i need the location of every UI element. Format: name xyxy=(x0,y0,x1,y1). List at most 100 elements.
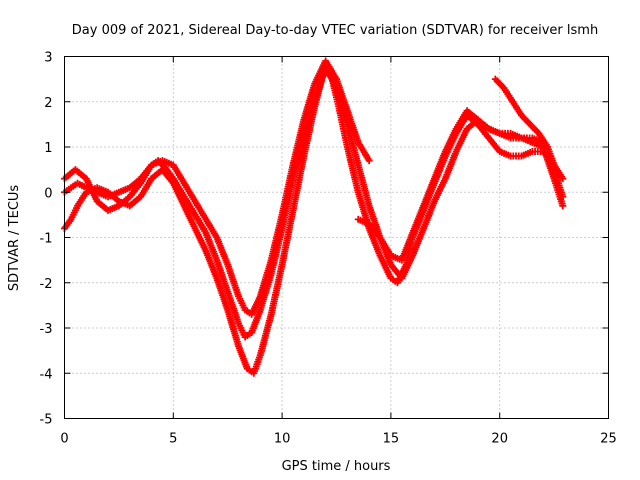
data-trace-segment xyxy=(409,204,427,235)
data-trace-segment xyxy=(289,154,307,212)
y-tick-label: -5 xyxy=(40,413,53,428)
data-trace-segment xyxy=(420,177,438,208)
data-trace-segment xyxy=(409,227,427,258)
data-trace-segment xyxy=(389,276,399,285)
data-point xyxy=(235,292,243,300)
chart-title: Day 009 of 2021, Sidereal Day-to-day VTE… xyxy=(72,23,598,38)
data-point xyxy=(191,211,199,219)
x-tick-label: 5 xyxy=(169,432,177,447)
data-point xyxy=(137,193,145,201)
data-point xyxy=(158,157,166,165)
data-point xyxy=(365,157,373,165)
data-point xyxy=(500,84,508,92)
data-trace-segment xyxy=(465,108,480,122)
y-tick-label: 1 xyxy=(44,141,52,156)
data-trace-segment xyxy=(249,294,263,316)
data-trace-segment xyxy=(268,263,286,316)
data-point xyxy=(474,116,482,124)
data-trace-segment xyxy=(476,117,491,131)
data-trace-segment xyxy=(333,77,351,113)
data-point xyxy=(398,274,406,282)
data-trace-segment xyxy=(475,122,491,140)
data-trace-segment xyxy=(192,199,209,221)
data-point xyxy=(311,80,319,88)
data-point xyxy=(191,197,199,205)
data-point xyxy=(202,215,210,223)
data-point xyxy=(528,138,536,146)
data-point xyxy=(517,111,525,119)
data-point xyxy=(496,129,504,137)
y-tick-label: -3 xyxy=(40,322,53,337)
data-point xyxy=(393,279,401,287)
data-trace-segment xyxy=(214,276,231,312)
data-trace-segment xyxy=(181,181,198,203)
data-point xyxy=(452,148,460,156)
data-trace-segment xyxy=(138,163,154,185)
data-trace-segment xyxy=(257,313,275,357)
data-trace-segment xyxy=(69,181,79,190)
series-track-e xyxy=(491,75,567,201)
y-tick-label: -4 xyxy=(40,367,53,382)
data-trace-segment xyxy=(301,82,318,122)
data-point xyxy=(376,234,384,241)
data-trace-segment xyxy=(160,168,176,185)
data-trace-segment xyxy=(214,258,231,294)
data-trace-segment xyxy=(203,249,220,280)
data-trace-segment xyxy=(289,118,307,167)
data-trace-segment xyxy=(536,131,550,149)
data-trace-segment xyxy=(63,185,73,195)
data-trace-segment xyxy=(366,204,383,239)
data-point xyxy=(148,161,156,169)
y-tick-label: 2 xyxy=(44,96,52,111)
data-trace-segment xyxy=(268,213,286,262)
data-point xyxy=(93,197,101,205)
data-point xyxy=(235,319,243,327)
data-trace-segment xyxy=(509,134,523,142)
data-point xyxy=(104,193,112,201)
data-point xyxy=(115,188,123,196)
data-trace-segment xyxy=(224,308,242,348)
data-point xyxy=(93,184,101,192)
data-point xyxy=(82,184,90,192)
data-trace-segment xyxy=(279,163,297,217)
data-trace-segment xyxy=(170,181,187,208)
data-trace-segment xyxy=(75,190,89,208)
data-trace-segment xyxy=(333,86,351,126)
data-point xyxy=(559,175,567,183)
data-trace-segment xyxy=(106,190,121,204)
data-point xyxy=(67,215,75,223)
data-trace-segment xyxy=(83,177,100,203)
data-trace-segment xyxy=(62,167,78,181)
data-point xyxy=(463,125,471,133)
data-point xyxy=(354,215,362,223)
x-tick-label: 25 xyxy=(600,432,617,447)
x-axis-label: GPS time / hours xyxy=(282,459,391,474)
data-trace-segment xyxy=(181,204,198,230)
data-trace-segment xyxy=(214,236,231,267)
data-point xyxy=(387,274,395,282)
tick-layer: 0 5 10 15 20 25 -5 -4 -3 -2 -1 0 1 2 3 xyxy=(40,51,617,447)
data-trace-segment xyxy=(367,222,382,240)
data-point xyxy=(115,202,123,210)
data-trace-segment xyxy=(551,163,562,185)
data-layer xyxy=(61,57,567,377)
data-point xyxy=(474,120,482,128)
data-trace-segment xyxy=(453,127,470,153)
data-point xyxy=(526,120,534,128)
data-trace-segment xyxy=(431,177,448,203)
data-trace-segment xyxy=(377,236,394,258)
data-trace-segment xyxy=(335,105,351,149)
data-trace-segment xyxy=(224,263,242,298)
data-trace-segment xyxy=(344,109,362,144)
data-point xyxy=(441,148,449,156)
data-trace-segment xyxy=(128,176,143,190)
data-point xyxy=(430,197,438,205)
x-tick-label: 0 xyxy=(60,432,68,447)
data-trace-segment xyxy=(300,104,318,158)
data-point xyxy=(67,184,75,192)
data-trace-segment xyxy=(509,152,523,160)
data-point xyxy=(248,310,256,318)
data-point xyxy=(180,179,188,187)
data-trace-segment xyxy=(192,213,209,235)
